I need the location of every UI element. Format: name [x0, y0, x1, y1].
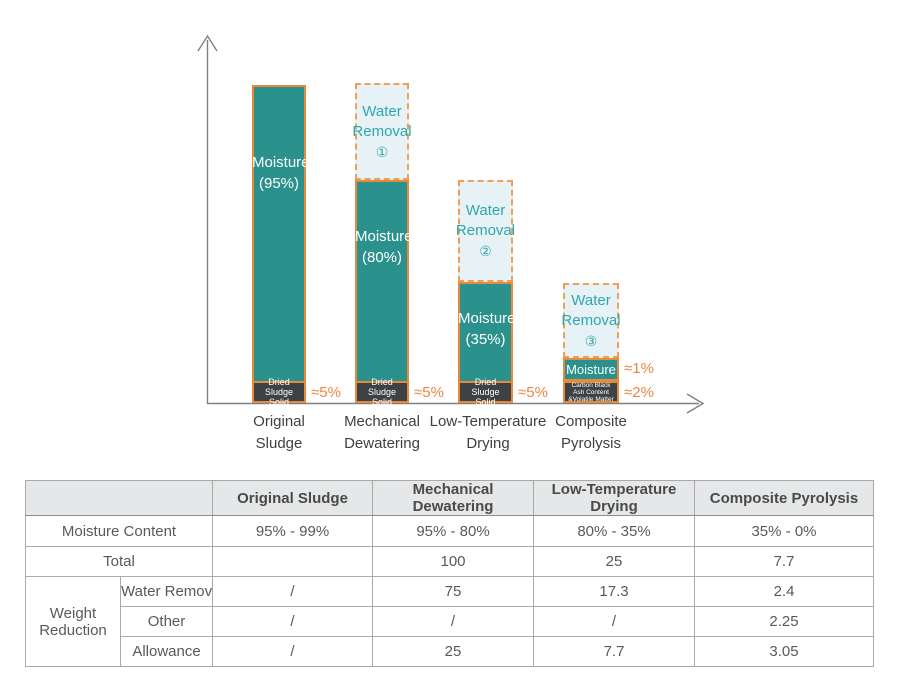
row-label: Other	[120, 606, 213, 637]
bar4-moisture-segment	[563, 358, 619, 381]
bar2-wr-line1: Water	[362, 102, 402, 120]
category-line1: Composite	[555, 413, 627, 430]
bar4-solid-line3: &Volatile Matter	[568, 395, 614, 403]
summary-table: Original Sludge Mechanical Dewatering Lo…	[25, 480, 874, 667]
bar1-moisture-line2: (95%)	[258, 175, 299, 192]
category-label-mechanical-dewatering: Mechanical Dewatering	[307, 411, 457, 455]
category-label-original-sludge: Original Sludge	[204, 411, 354, 455]
cell: 95% - 99%	[212, 515, 373, 547]
bar1-moisture-label: Moisture (95%)	[252, 152, 310, 194]
cell: 95% - 80%	[372, 515, 534, 547]
cell: 7.7	[533, 636, 695, 667]
cell: /	[212, 606, 373, 637]
row-label: Water Remova	[120, 576, 213, 607]
bar2-water-removal-box: Water Removal ①	[352, 83, 412, 180]
y-axis-arrow-icon	[197, 34, 218, 52]
bar2-solid-line2: Solid	[371, 397, 392, 407]
bar3-solid-segment: Dried Sludge Solid	[458, 377, 513, 407]
table-row-allowance: Allowance / 25 7.7 3.05	[26, 636, 874, 667]
bar3-water-removal-box: Water Removal ②	[455, 180, 516, 282]
bar1-moisture-line1: Moisture	[252, 154, 310, 171]
bar2-solid-annotation: ≈5%	[414, 384, 444, 401]
bar1-solid-line2: Solid	[268, 397, 289, 407]
cell: 7.7	[694, 546, 874, 577]
cell: 2.25	[694, 606, 874, 637]
header-original-sludge: Original Sludge	[212, 480, 373, 516]
category-line1: Original	[253, 413, 305, 430]
header-low-temperature-drying: Low-Temperature Drying	[533, 480, 695, 516]
category-line1: Mechanical	[344, 413, 420, 430]
cell: 100	[372, 546, 534, 577]
category-line2: Drying	[466, 435, 510, 452]
header-blank	[25, 480, 213, 516]
bar4-solid-line2: Ash Content	[573, 388, 609, 396]
bar1-solid-line1: Dried Sludge	[264, 377, 294, 397]
bar1-solid-annotation: ≈5%	[311, 384, 341, 401]
row-label: Allowance	[120, 636, 213, 667]
bar3-moisture-label: Moisture (35%)	[458, 308, 516, 350]
bar4-solid-segment: Carbon Black Ash Content &Volatile Matte…	[563, 381, 619, 403]
bar4-moisture-label: Moisture	[566, 362, 616, 377]
cell: /	[212, 636, 373, 667]
bar2-moisture-line1: Moisture	[355, 228, 413, 245]
bar4-moisture-annotation: ≈1%	[624, 360, 654, 377]
category-line2: Sludge	[255, 435, 303, 452]
category-label-composite-pyrolysis: Composite Pyrolysis	[516, 411, 666, 455]
table-row-moisture-content: Moisture Content 95% - 99% 95% - 80% 80%…	[25, 515, 874, 547]
row-label: Total	[25, 546, 213, 577]
bar2-solid-line1: Dried Sludge	[367, 377, 397, 397]
bar3-solid-annotation: ≈5%	[518, 384, 548, 401]
category-line1: Low-Temperature	[429, 413, 547, 430]
bar3-wr-line1: Water	[465, 202, 506, 219]
cell: 3.05	[694, 636, 874, 667]
header-composite-pyrolysis: Composite Pyrolysis	[694, 480, 874, 516]
cell: 75	[372, 576, 534, 607]
bar1-solid-segment: Dried Sludge Solid	[252, 377, 306, 407]
header-mechanical-dewatering: Mechanical Dewatering	[372, 480, 534, 516]
bar4-wr-line2: Removal	[561, 311, 621, 329]
bar2-wr-line2: Removal	[352, 122, 412, 140]
bar3-wr-number: ②	[479, 243, 492, 259]
cell: /	[212, 576, 373, 607]
category-line2: Pyrolysis	[560, 435, 621, 452]
table-row-water-removal: Weight Reduction Water Remova / 75 17.3 …	[25, 576, 874, 667]
bar4-solid-annotation: ≈2%	[624, 384, 654, 401]
bar4-wr-line1: Water	[571, 291, 611, 309]
row-label: Moisture Content	[25, 515, 213, 547]
bar1-moisture-segment	[252, 85, 306, 383]
bar4-solid-line1: Carbon Black	[571, 381, 611, 389]
bar2-solid-segment: Dried Sludge Solid	[355, 377, 409, 407]
bar3-moisture-segment	[458, 282, 513, 383]
bar2-moisture-segment	[355, 180, 409, 383]
table-row-total: Total 100 25 7.7	[25, 546, 874, 577]
bar2-moisture-line2: (80%)	[361, 249, 402, 266]
cell: 25	[533, 546, 695, 577]
bar3-wr-line2: Removal	[455, 222, 516, 239]
bar2-moisture-label: Moisture (80%)	[355, 226, 413, 268]
cell	[212, 546, 373, 577]
bar3-solid-line2: Solid	[475, 397, 496, 407]
bar3-solid-line1: Dried Sludge	[471, 377, 500, 397]
bar4-wr-number: ③	[584, 332, 598, 349]
table-header-row: Original Sludge Mechanical Dewatering Lo…	[25, 480, 874, 516]
table-row-other: Other / / / 2.25	[26, 606, 874, 637]
bar4-water-removal-box: Water Removal ③	[561, 283, 621, 358]
cell: 80% - 35%	[533, 515, 695, 547]
x-axis-arrow-icon	[686, 393, 705, 414]
cell: 2.4	[694, 576, 874, 607]
cell: /	[533, 606, 695, 637]
bar3-moisture-line1: Moisture	[458, 310, 516, 327]
category-line2: Dewatering	[344, 435, 420, 452]
axes	[197, 34, 705, 414]
cell: 35% - 0%	[694, 515, 874, 547]
cell: 25	[372, 636, 534, 667]
group-label-weight-reduction: Weight Reduction	[25, 576, 121, 667]
cell: 17.3	[533, 576, 695, 607]
bar3-moisture-line2: (35%)	[465, 331, 506, 348]
category-label-low-temperature-drying: Low-Temperature Drying	[413, 411, 563, 455]
cell: /	[372, 606, 534, 637]
bar2-wr-number: ①	[375, 143, 389, 160]
